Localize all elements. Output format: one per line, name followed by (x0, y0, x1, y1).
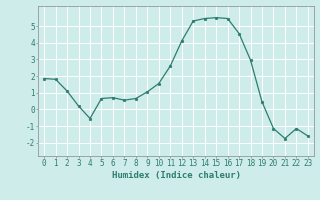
X-axis label: Humidex (Indice chaleur): Humidex (Indice chaleur) (111, 171, 241, 180)
